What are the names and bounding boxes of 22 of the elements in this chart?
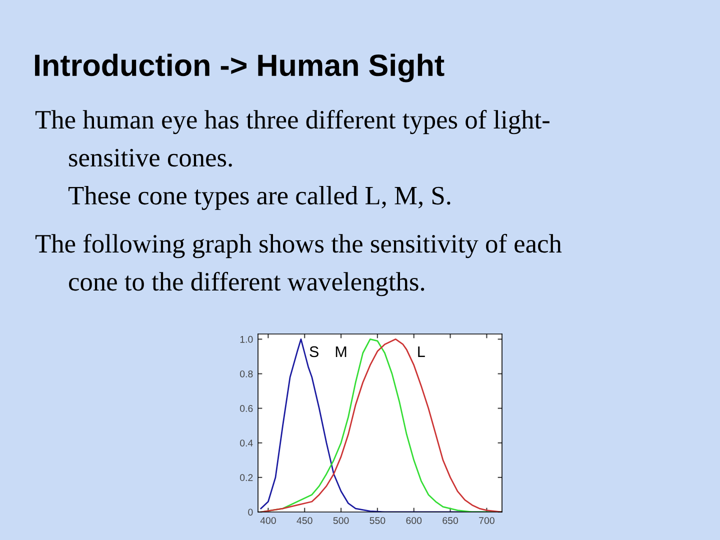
text: The human eye has three different types of light- [35, 110, 550, 134]
text: sensitive cones. [69, 148, 232, 167]
x-tick-label: 550 [370, 517, 386, 524]
y-tick-label: 0.2 [240, 474, 253, 482]
chart-title: Introduction -> Human Sight [35, 54, 444, 82]
x-tick-label: 650 [442, 517, 458, 524]
text: cone to the different wavelengths. [69, 272, 424, 296]
y-tick-label: 0.8 [240, 370, 253, 378]
series-label: M [336, 346, 346, 357]
text: These cone types are called L, M, S. [68, 186, 450, 210]
y-tick-label: 1.0 [240, 336, 253, 343]
text: The following graph shows the sensitivity of each [35, 234, 562, 258]
x-tick-label: 700 [479, 517, 494, 524]
series-label: S [310, 346, 318, 358]
x-tick-label: 400 [260, 517, 276, 524]
y-tick-label: 0.4 [240, 440, 253, 446]
x-tick-label: 600 [406, 517, 422, 524]
y-tick-label: 0.6 [240, 405, 253, 412]
series-label: L [418, 346, 425, 357]
x-tick-label: 500 [333, 517, 349, 524]
x-tick-label: 450 [296, 517, 312, 524]
y-tick-label: 0 [248, 508, 253, 516]
